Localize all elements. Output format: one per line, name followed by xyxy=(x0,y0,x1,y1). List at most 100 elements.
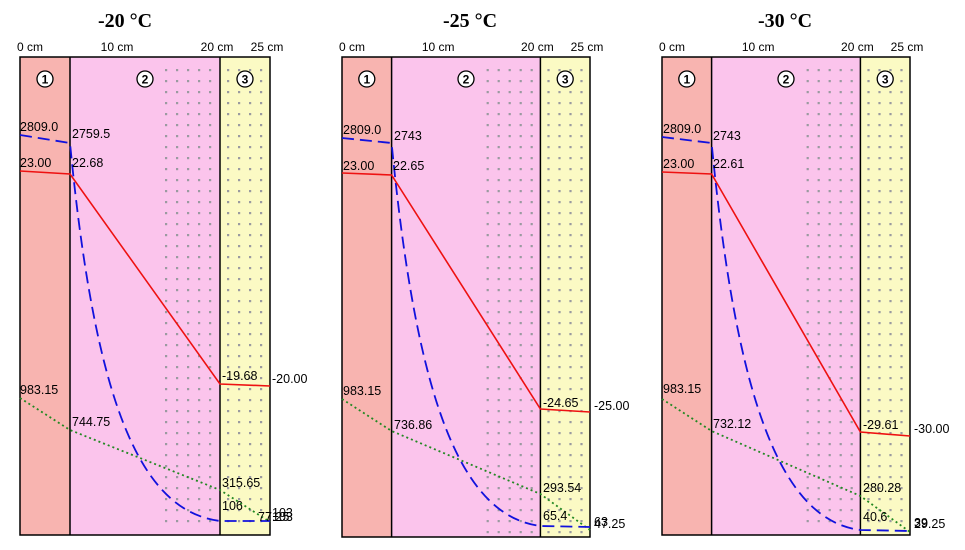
dot xyxy=(580,399,583,402)
dot xyxy=(817,355,820,358)
dot xyxy=(806,69,809,72)
dot xyxy=(227,234,230,237)
dot xyxy=(497,124,500,127)
dot xyxy=(817,212,820,215)
dot xyxy=(547,465,550,468)
dot xyxy=(547,344,550,347)
dot xyxy=(580,69,583,72)
dot xyxy=(806,377,809,380)
dot xyxy=(806,102,809,105)
dot xyxy=(209,223,212,226)
dot xyxy=(165,102,168,105)
dot xyxy=(900,289,903,292)
dot xyxy=(209,344,212,347)
dot xyxy=(249,278,252,281)
dot xyxy=(519,410,522,413)
dot xyxy=(508,190,511,193)
dot xyxy=(817,520,820,523)
dot xyxy=(867,179,870,182)
dot xyxy=(558,212,561,215)
dot xyxy=(249,113,252,116)
layer-2 xyxy=(391,57,541,537)
panel-title: -20 °C xyxy=(98,10,152,32)
dot xyxy=(817,443,820,446)
dot xyxy=(249,124,252,127)
dot xyxy=(900,300,903,303)
dot xyxy=(209,509,212,512)
dot xyxy=(839,366,842,369)
dot xyxy=(198,201,201,204)
dot xyxy=(209,355,212,358)
dot xyxy=(850,498,853,501)
dot xyxy=(187,124,190,127)
dot xyxy=(828,344,831,347)
dot xyxy=(806,520,809,523)
dot xyxy=(839,476,842,479)
dot xyxy=(249,399,252,402)
dot xyxy=(828,388,831,391)
dot xyxy=(486,69,489,72)
dot xyxy=(889,234,892,237)
layer-1 xyxy=(342,57,392,537)
dot xyxy=(260,245,263,248)
dot xyxy=(198,124,201,127)
dot xyxy=(580,157,583,160)
dot xyxy=(198,509,201,512)
dot xyxy=(198,113,201,116)
dot xyxy=(900,157,903,160)
dot xyxy=(839,300,842,303)
dot xyxy=(839,333,842,336)
dot xyxy=(187,355,190,358)
dot xyxy=(569,212,572,215)
dot xyxy=(828,245,831,248)
dot xyxy=(209,366,212,369)
dot xyxy=(530,234,533,237)
dot xyxy=(867,344,870,347)
dot xyxy=(889,509,892,512)
dot xyxy=(806,311,809,314)
dot xyxy=(187,311,190,314)
dot xyxy=(580,520,583,523)
dot xyxy=(867,102,870,105)
dot xyxy=(260,69,263,72)
dot xyxy=(889,113,892,116)
dot xyxy=(486,454,489,457)
dot xyxy=(227,421,230,424)
dot xyxy=(176,179,179,182)
dot xyxy=(209,278,212,281)
dot xyxy=(867,190,870,193)
dot xyxy=(850,410,853,413)
dot xyxy=(580,168,583,171)
dot xyxy=(878,69,881,72)
dot xyxy=(519,179,522,182)
dot xyxy=(198,377,201,380)
dot xyxy=(508,509,511,512)
dot xyxy=(806,146,809,149)
dot xyxy=(867,366,870,369)
dot xyxy=(839,245,842,248)
dot xyxy=(486,289,489,292)
dot xyxy=(828,300,831,303)
dot xyxy=(530,146,533,149)
dot xyxy=(850,443,853,446)
dot xyxy=(558,355,561,358)
dot xyxy=(878,410,881,413)
dot xyxy=(547,124,550,127)
dot xyxy=(867,146,870,149)
dot xyxy=(850,146,853,149)
dot xyxy=(238,91,241,94)
dot xyxy=(839,179,842,182)
dot xyxy=(486,432,489,435)
dot xyxy=(839,399,842,402)
layer-3 xyxy=(860,57,910,535)
layer-number: 2 xyxy=(142,73,149,87)
dot xyxy=(569,487,572,490)
dot xyxy=(580,344,583,347)
layer-number: 3 xyxy=(882,73,889,87)
dot xyxy=(497,91,500,94)
dot xyxy=(889,91,892,94)
dot xyxy=(530,355,533,358)
dot xyxy=(850,80,853,83)
dot xyxy=(260,355,263,358)
dot xyxy=(806,223,809,226)
